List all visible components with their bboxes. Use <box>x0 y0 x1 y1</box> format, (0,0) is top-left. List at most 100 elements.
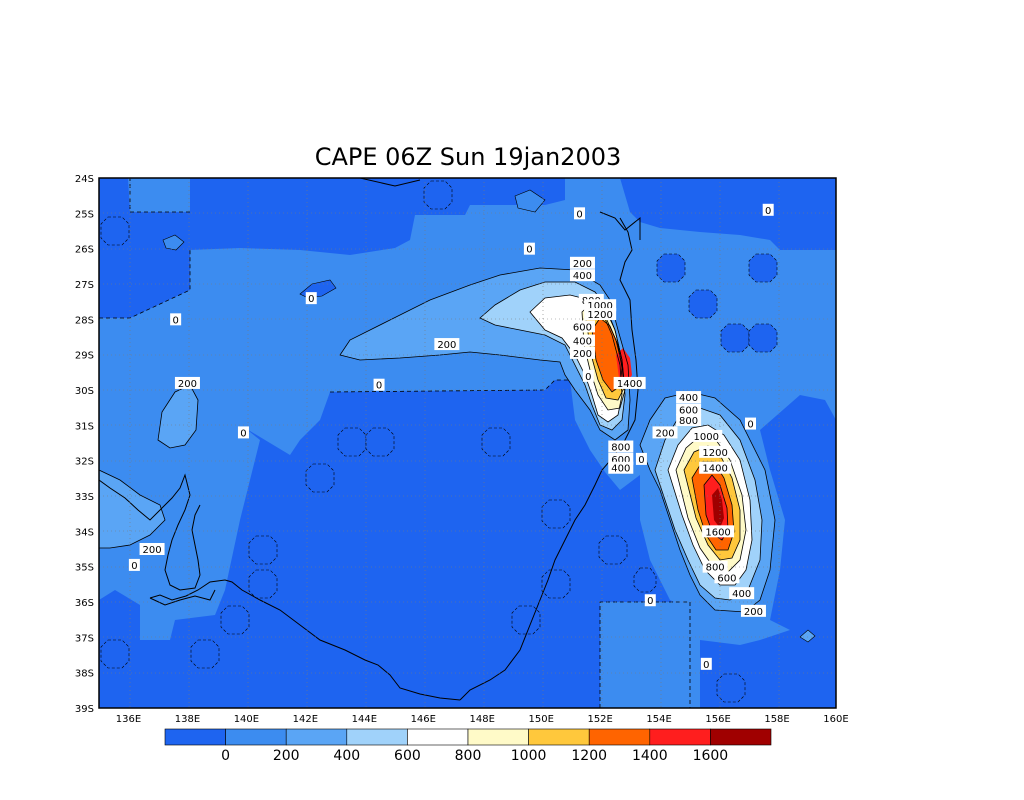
contour-label: 200 <box>139 543 165 556</box>
contour-label-text: 0 <box>703 660 709 671</box>
contour-label: 0 <box>582 369 594 383</box>
contour-label-text: 0 <box>765 206 771 217</box>
lon-tick-label: 158E <box>764 714 789 725</box>
map-frame <box>98 177 837 709</box>
contour-label-bg <box>700 657 712 670</box>
contour-label: 200 <box>569 346 595 360</box>
colorbar: 0 200 400 600 800 1000 1200 1400 1600 <box>164 728 772 764</box>
lat-tick-label: 26S <box>75 245 94 256</box>
lon-tick-label: 154E <box>646 714 671 725</box>
contour-label-bg <box>174 376 200 389</box>
contour-label-text: 600 <box>717 573 736 584</box>
contour-label: 0 <box>762 203 774 217</box>
octagon-blobs <box>100 180 778 703</box>
contour-label-text: 1400 <box>617 379 642 390</box>
contour-label-bg <box>676 403 702 416</box>
contour-label-text: 200 <box>437 340 456 351</box>
contour-label-bg <box>582 369 594 382</box>
contour-label: 1400 <box>613 376 646 390</box>
colorbar-label: 1000 <box>511 748 547 764</box>
lon-tick-label: 144E <box>352 714 377 725</box>
contour-label: 200 <box>434 338 460 351</box>
contour-label-text: 0 <box>638 455 644 466</box>
contour-label: 0 <box>170 313 182 326</box>
contour-label-text: 400 <box>573 271 592 282</box>
lat-tick-label: 38S <box>75 669 94 680</box>
contour-label: 800 <box>676 414 702 427</box>
contour-label: 600 <box>569 320 595 333</box>
colorbar-label: 0 <box>221 748 230 764</box>
colorbar-swatch <box>467 728 529 746</box>
colorbar-swatch <box>164 728 226 746</box>
lat-tick-label: 28S <box>75 315 94 326</box>
lat-tick-label: 31S <box>75 421 94 432</box>
contour-label-text: 0 <box>240 428 246 439</box>
contour-label: 0 <box>128 558 140 572</box>
contour-label: 200 <box>740 604 766 618</box>
lat-tick-label: 39S <box>75 704 94 715</box>
map-gridlines <box>99 178 836 708</box>
map-plot-area: 0200020000200002004000800100012006004002… <box>98 177 837 709</box>
contour-label-bg <box>729 587 755 600</box>
lon-tick-label: 150E <box>528 714 553 725</box>
contour-label: 400 <box>569 269 595 282</box>
contour-label: 1200 <box>584 308 617 321</box>
colorbar-swatch <box>710 728 772 746</box>
contour-label-bg <box>574 207 586 220</box>
contour-label-bg <box>652 426 678 439</box>
contour-label: 800 <box>702 560 728 574</box>
contour-label-bg <box>690 429 723 442</box>
contour-label-text: 800 <box>679 416 698 427</box>
lat-tick-label: 33S <box>75 492 94 503</box>
colorbar-swatch <box>346 728 408 746</box>
contour-label-bg <box>676 414 702 427</box>
lon-tick-label: 152E <box>587 714 612 725</box>
contour-label: 0 <box>635 452 647 466</box>
colorbar-swatch <box>285 728 348 746</box>
contour-label-bg <box>635 452 647 465</box>
colorbar-label: 1200 <box>571 748 607 764</box>
contour-label-text: 1000 <box>587 301 612 312</box>
lon-tick-label: 148E <box>470 714 495 725</box>
contour-label: 400 <box>729 587 755 600</box>
lat-tick-label: 29S <box>75 351 94 362</box>
contour-label-bg <box>762 203 774 216</box>
colorbar-label: 200 <box>273 748 300 764</box>
lon-tick-label: 138E <box>175 714 200 725</box>
lat-tick-label: 36S <box>75 598 94 609</box>
contour-label: 200 <box>174 376 200 390</box>
contour-label: 0 <box>644 594 656 607</box>
contour-label-bg <box>644 594 656 607</box>
contour-labels: 0200020000200002004000800100012006004002… <box>128 203 774 671</box>
lat-tick-label: 24S <box>75 174 94 185</box>
lon-tick-label: 142E <box>293 714 318 725</box>
contour-label-text: 400 <box>732 589 751 600</box>
darkred-1600-regions <box>712 488 724 528</box>
contour-label-text: 800 <box>706 563 725 574</box>
contour-label: 800 <box>608 440 634 454</box>
lon-tick-label: 140E <box>234 714 259 725</box>
contour-label: 600 <box>714 571 740 584</box>
contour-label-text: 200 <box>573 349 592 360</box>
contour-label-bg <box>170 313 182 326</box>
latitude-axis: 24S 25S 26S 27S 28S 29S 30S 31S 32S 33S 34S 35S 36S 3… <box>75 174 94 715</box>
contour-label-bg <box>305 292 317 305</box>
contour-label-bg <box>740 604 766 617</box>
contour-label-text: 1000 <box>694 432 719 443</box>
contour-label-bg <box>569 334 595 347</box>
lon-tick-label: 160E <box>823 714 848 725</box>
contour-label-text: 1600 <box>705 527 730 538</box>
lon-tick-label: 156E <box>705 714 730 725</box>
contour-label-text: 0 <box>747 420 753 431</box>
colorbar-swatch <box>588 728 651 746</box>
contour-label: 1000 <box>690 429 723 443</box>
contour-label: 0 <box>305 292 317 305</box>
contour-label-bg <box>702 525 735 538</box>
contour-label: 0 <box>237 426 249 439</box>
contour-label: 600 <box>676 403 702 416</box>
contour-label-text: 0 <box>376 381 382 392</box>
contour-label-text: 1200 <box>587 310 612 321</box>
contour-label: 400 <box>676 391 702 404</box>
contour-label-bg <box>676 391 702 404</box>
